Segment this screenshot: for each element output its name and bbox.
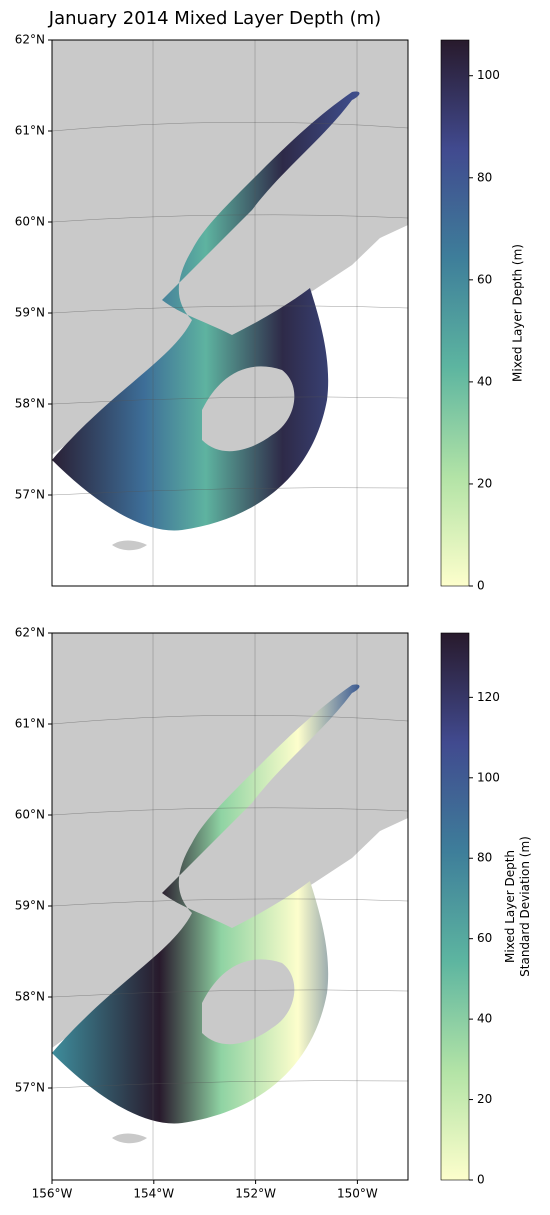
lat-label: 62°N bbox=[15, 626, 45, 640]
colorbar-tick-label: 60 bbox=[477, 931, 492, 945]
colorbar-tick-label: 80 bbox=[477, 851, 492, 865]
lat-label: 60°N bbox=[15, 808, 45, 822]
lat-label: 58°N bbox=[15, 990, 45, 1004]
lat-label: 60°N bbox=[15, 215, 45, 229]
lat-label: 59°N bbox=[15, 306, 45, 320]
lat-label: 61°N bbox=[15, 717, 45, 731]
colorbar-tick-label: 100 bbox=[477, 68, 500, 82]
lat-label: 61°N bbox=[15, 124, 45, 138]
colorbar bbox=[440, 632, 470, 1181]
colorbar-label: Mixed Layer Depth bbox=[503, 850, 517, 963]
colorbar-tick-label: 60 bbox=[477, 272, 492, 286]
colorbar-tick-label: 0 bbox=[477, 1173, 485, 1187]
colorbar-tick-label: 120 bbox=[477, 690, 500, 704]
colorbar-tick-label: 40 bbox=[477, 374, 492, 388]
lon-label: 154°W bbox=[133, 1187, 174, 1201]
colorbar-tick-label: 40 bbox=[477, 1012, 492, 1026]
colorbar-tick-label: 20 bbox=[477, 476, 492, 490]
colorbar-tick-label: 80 bbox=[477, 170, 492, 184]
map-panel bbox=[51, 40, 409, 586]
lon-label: 156°W bbox=[32, 1187, 73, 1201]
colorbar-label: Mixed Layer Depth (m) bbox=[511, 244, 525, 382]
lat-label: 58°N bbox=[15, 397, 45, 411]
lat-label: 59°N bbox=[15, 899, 45, 913]
colorbar-tick-label: 20 bbox=[477, 1092, 492, 1106]
title: January 2014 Mixed Layer Depth (m) bbox=[48, 8, 381, 29]
lon-label: 150°W bbox=[337, 1187, 378, 1201]
lat-label: 57°N bbox=[15, 1081, 45, 1095]
lon-label: 152°W bbox=[235, 1187, 276, 1201]
colorbar-label: Standard Deviation (m) bbox=[518, 836, 532, 977]
map-panel bbox=[51, 633, 409, 1179]
colorbar-tick-label: 0 bbox=[477, 579, 485, 593]
colorbar bbox=[440, 39, 470, 587]
colorbar-tick-label: 100 bbox=[477, 770, 500, 784]
lat-label: 62°N bbox=[15, 33, 45, 47]
lat-label: 57°N bbox=[15, 488, 45, 502]
